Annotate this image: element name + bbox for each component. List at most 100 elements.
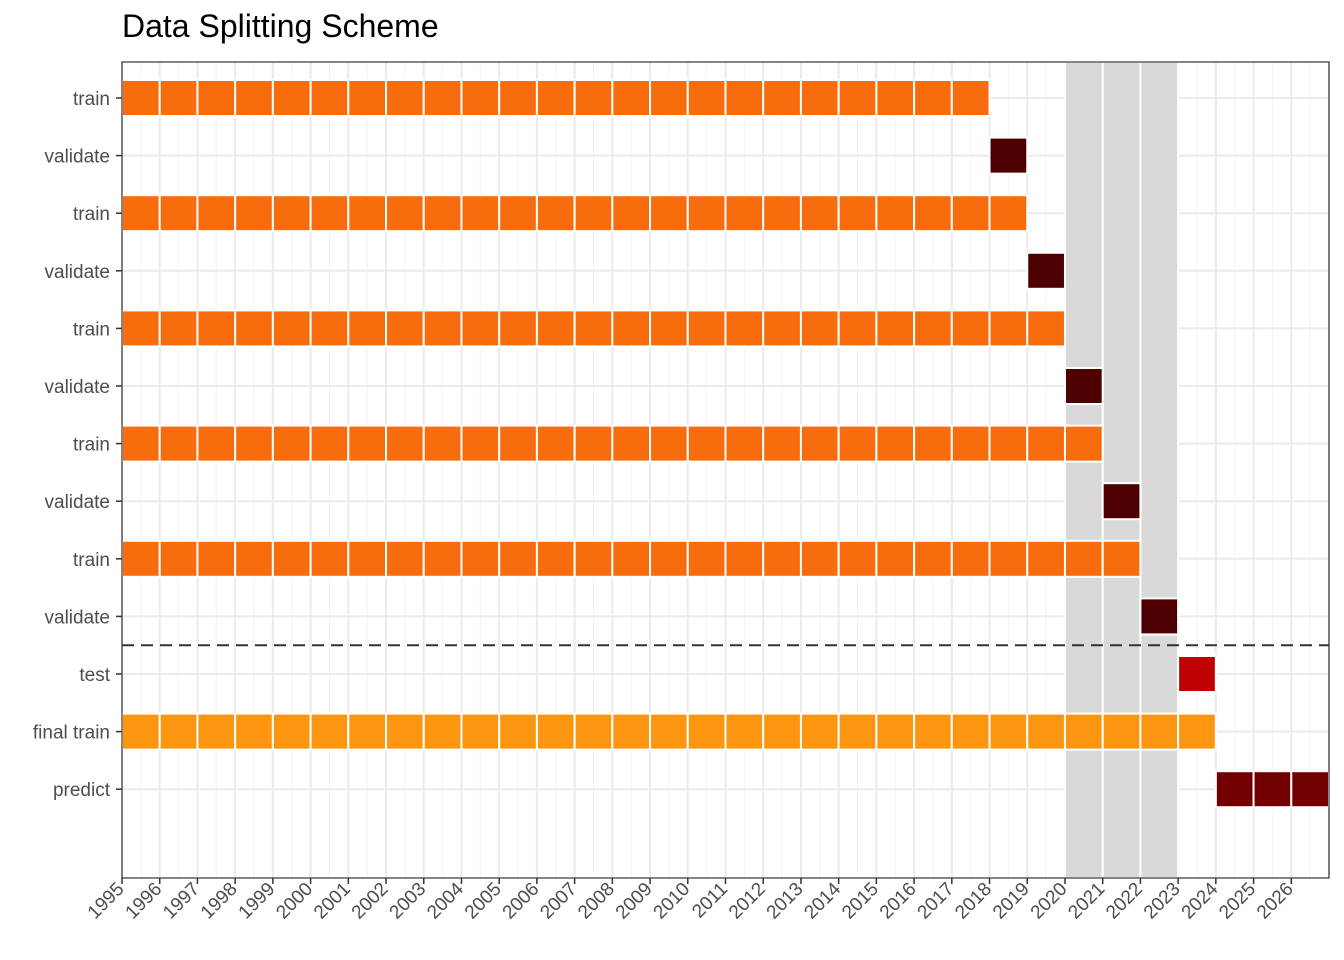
tile-train-1997	[196, 309, 237, 348]
y-label-train: train	[73, 204, 110, 225]
tile-train-2020	[1063, 424, 1104, 463]
tile-train-2003	[422, 79, 463, 117]
tile-train-1999	[271, 194, 312, 233]
tile-train-2017	[950, 309, 991, 348]
tile-final-train-2003	[422, 712, 463, 751]
x-label-2024: 2024	[1178, 878, 1223, 923]
tile-train-2002	[385, 539, 425, 578]
tile-predict-2025	[1252, 770, 1293, 809]
tile-final-train-2007	[573, 712, 614, 751]
tile-train-2010	[686, 79, 727, 117]
x-label-2000: 2000	[272, 879, 317, 924]
x-label-1995: 1995	[84, 879, 129, 924]
tile-train-2016	[913, 79, 953, 117]
tile-train-2005	[498, 424, 538, 463]
tile-final-train-2002	[385, 712, 425, 751]
tile-train-2018	[988, 539, 1029, 578]
tile-train-2017	[950, 539, 991, 578]
tile-train-2016	[913, 539, 953, 578]
tile-final-train-2022	[1139, 712, 1180, 751]
tile-train-2015	[875, 194, 916, 233]
tile-train-2009	[649, 309, 689, 348]
x-label-2021: 2021	[1064, 879, 1109, 924]
tile-train-2001	[347, 309, 388, 348]
tile-final-train-2010	[686, 712, 727, 751]
tile-final-train-2021	[1101, 712, 1142, 751]
tile-train-2012	[762, 424, 802, 463]
x-label-2009: 2009	[612, 879, 657, 924]
tile-train-1996	[158, 309, 199, 348]
tile-train-2016	[913, 309, 953, 348]
tile-final-train-1996	[158, 712, 199, 751]
tile-final-train-2000	[309, 712, 350, 751]
tile-train-2006	[535, 309, 576, 348]
tile-train-2014	[837, 424, 878, 463]
tile-train-2008	[611, 79, 652, 117]
tile-validate-2018	[988, 136, 1029, 175]
x-label-2012: 2012	[725, 879, 770, 924]
tile-train-2009	[649, 79, 689, 117]
tile-train-1996	[158, 79, 199, 117]
tile-train-2005	[498, 539, 538, 578]
tile-train-2018	[988, 424, 1029, 463]
tile-train-2015	[875, 539, 916, 578]
tile-train-2016	[913, 424, 953, 463]
tile-train-2005	[498, 309, 538, 348]
tile-train-2018	[988, 309, 1029, 348]
x-label-1998: 1998	[197, 879, 242, 924]
tile-train-1995	[121, 539, 161, 578]
tile-train-2000	[309, 424, 350, 463]
tile-final-train-2008	[611, 712, 652, 751]
tile-train-2002	[385, 309, 425, 348]
tile-train-1995	[121, 424, 161, 463]
tile-train-2003	[422, 539, 463, 578]
tile-final-train-2009	[649, 712, 689, 751]
tile-train-2011	[724, 309, 765, 348]
tile-train-2012	[762, 79, 802, 117]
x-label-2015: 2015	[838, 879, 883, 924]
tile-train-2004	[460, 539, 501, 578]
tile-test-2023	[1177, 655, 1217, 693]
x-label-2005: 2005	[461, 879, 506, 924]
tile-train-2000	[309, 79, 350, 117]
tile-final-train-2012	[762, 712, 802, 751]
tile-train-2006	[535, 194, 576, 233]
tile-train-2005	[498, 194, 538, 233]
x-label-2023: 2023	[1140, 879, 1185, 924]
tile-train-1997	[196, 194, 237, 233]
tile-train-2010	[686, 424, 727, 463]
tile-final-train-2015	[875, 712, 916, 751]
x-label-2011: 2011	[688, 879, 732, 923]
tile-final-train-1997	[196, 712, 237, 751]
tile-train-2019	[1026, 309, 1066, 348]
tile-train-2021	[1101, 539, 1142, 578]
tile-train-2018	[988, 194, 1029, 233]
tile-train-1998	[234, 424, 274, 463]
tile-train-2013	[799, 79, 840, 117]
x-label-2010: 2010	[650, 879, 695, 924]
tile-train-2014	[837, 539, 878, 578]
tile-train-1996	[158, 194, 199, 233]
x-label-2008: 2008	[574, 879, 619, 924]
tile-train-2003	[422, 309, 463, 348]
tile-train-1998	[234, 194, 274, 233]
tile-validate-2020	[1063, 367, 1104, 405]
tile-train-2006	[535, 424, 576, 463]
x-label-2022: 2022	[1102, 879, 1147, 924]
x-label-2001: 2001	[310, 879, 355, 924]
tile-final-train-2011	[724, 712, 765, 751]
tile-train-2001	[347, 79, 388, 117]
x-label-2007: 2007	[536, 879, 581, 924]
tile-train-2012	[762, 309, 802, 348]
tile-predict-2024	[1214, 770, 1255, 809]
tile-train-2011	[724, 539, 765, 578]
tile-train-2009	[649, 424, 689, 463]
tile-final-train-2018	[988, 712, 1029, 751]
y-label-validate: validate	[45, 147, 111, 168]
tile-final-train-2023	[1177, 712, 1217, 751]
x-label-2003: 2003	[386, 879, 431, 924]
tile-train-1996	[158, 539, 199, 578]
shaded-band-2021	[1101, 61, 1142, 879]
tile-train-2010	[686, 539, 727, 578]
